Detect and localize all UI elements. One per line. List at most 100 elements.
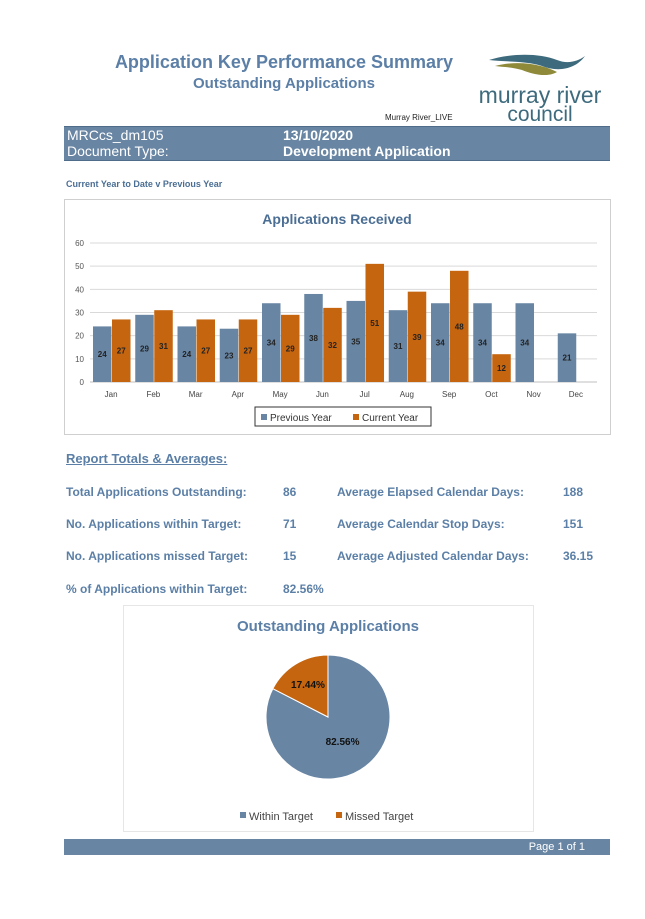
legend-label: Within Target	[249, 811, 313, 823]
page-subtitle: Outstanding Applications	[193, 75, 375, 92]
page-title: Application Key Performance Summary	[114, 52, 454, 72]
stat-value-within-target: 71	[283, 517, 297, 531]
legend-label: Previous Year	[270, 413, 332, 424]
logo-wave-olive	[495, 63, 557, 76]
bar-current-year	[196, 319, 215, 382]
legend-swatch	[240, 812, 246, 818]
y-tick-label: 0	[80, 378, 85, 387]
section-note: Current Year to Date v Previous Year	[66, 179, 223, 189]
bar-data-label: 48	[455, 322, 464, 331]
bar-current-year	[365, 263, 384, 382]
report-date: 13/10/2020	[283, 127, 354, 143]
pie-legend: Within Target Missed Target	[240, 811, 413, 823]
stat-value-avg-stop-days: 151	[563, 517, 584, 531]
x-tick-label: Mar	[189, 390, 203, 399]
legend-box	[254, 406, 432, 427]
environment-label: Murray River_LIVE	[385, 113, 453, 122]
applications-received-chart: Applications Received 0 10 20 30 40 50 60 24 27 J…	[64, 199, 611, 435]
x-tick-label: Jan	[105, 390, 118, 399]
bar-data-label: 27	[201, 347, 210, 356]
report-code: MRCcs_dm105	[67, 127, 164, 143]
bar-data-label: 27	[117, 347, 126, 356]
stat-label-percent-within-target: % of Applications within Target:	[66, 582, 248, 596]
x-tick-label: Jun	[316, 390, 329, 399]
bar-data-label: 39	[413, 333, 422, 342]
stat-value-missed-target: 15	[283, 549, 297, 563]
bar-data-label: 31	[394, 342, 403, 351]
bar-previous-year	[135, 314, 154, 382]
x-tick-label: Feb	[146, 390, 160, 399]
pie-title: Outstanding Applications	[237, 618, 419, 635]
x-tick-label: Apr	[232, 390, 245, 399]
legend-swatch	[353, 414, 359, 420]
bar-data-label: 32	[328, 341, 337, 350]
bar-current-year	[112, 319, 131, 382]
bar-previous-year	[304, 293, 323, 382]
stat-label-avg-adjusted-days: Average Adjusted Calendar Days:	[337, 549, 529, 563]
bar-data-label: 24	[98, 350, 107, 359]
stat-label-avg-elapsed-days: Average Elapsed Calendar Days:	[337, 485, 524, 499]
x-tick-label: Dec	[569, 390, 583, 399]
bar-data-label: 34	[267, 339, 276, 348]
bar-data-label: 29	[286, 344, 295, 353]
bar-data-label: 51	[370, 319, 379, 328]
logo-text-murray-river: murray river	[478, 82, 602, 108]
stat-value-avg-adjusted-days: 36.15	[563, 549, 594, 563]
y-tick-label: 30	[75, 309, 84, 318]
logo-text-council: council	[507, 103, 573, 126]
stat-label-avg-stop-days: Average Calendar Stop Days:	[337, 517, 505, 531]
bar-data-label: 34	[478, 339, 487, 348]
bar-current-year	[407, 291, 427, 382]
y-tick-label: 10	[75, 355, 84, 364]
page-number: Page 1 of 1	[528, 841, 585, 853]
stat-label-total-outstanding: Total Applications Outstanding:	[66, 485, 247, 499]
legend-swatch	[261, 414, 267, 420]
pie-slice-missed-target	[272, 654, 329, 718]
bar-data-label: 35	[351, 337, 360, 346]
x-tick-label: Sep	[442, 390, 457, 399]
bar-data-label: 21	[563, 354, 572, 363]
bar-previous-year	[557, 333, 577, 382]
bar-previous-year	[473, 303, 492, 382]
bar-data-label: 24	[182, 350, 191, 359]
council-logo-graphic	[489, 54, 585, 76]
x-tick-label: Aug	[400, 390, 414, 399]
stat-value-avg-elapsed-days: 188	[563, 485, 584, 499]
bar-previous-year	[515, 303, 534, 382]
bar-previous-year	[93, 326, 112, 382]
bar-data-label: 29	[140, 344, 149, 353]
x-tick-label: Oct	[485, 390, 498, 399]
logo-wave-dark	[489, 54, 585, 70]
legend-swatch	[336, 812, 342, 818]
footer-bar: Page 1 of 1	[64, 839, 610, 855]
document-type-value: Development Application	[283, 143, 451, 159]
chart-legend: Previous Year Current Year	[254, 406, 432, 427]
x-tick-label: Nov	[527, 390, 541, 399]
bar-current-year	[492, 354, 511, 382]
bar-previous-year	[219, 328, 239, 382]
bar-data-label: 31	[159, 342, 168, 351]
bar-current-year	[323, 307, 342, 382]
chart-title: Applications Received	[262, 211, 411, 227]
stat-label-within-target: No. Applications within Target:	[66, 517, 242, 531]
bar-data-label: 12	[497, 364, 506, 373]
stat-label-missed-target: No. Applications missed Target:	[66, 549, 249, 563]
info-bar-row-1: MRCcs_dm105 13/10/2020	[64, 126, 610, 144]
x-tick-label: May	[273, 390, 288, 399]
bar-current-year	[238, 319, 258, 382]
bar-current-year	[154, 310, 173, 382]
bar-data-label: 34	[520, 339, 529, 348]
bar-data-label: 23	[225, 351, 234, 360]
report-heading: Report Totals & Averages:	[66, 451, 228, 466]
bar-previous-year	[346, 300, 365, 382]
document-type-label: Document Type:	[67, 143, 169, 159]
bar-data-label: 27	[244, 347, 253, 356]
bar-data-label: 38	[309, 334, 318, 343]
bar-previous-year	[262, 303, 281, 382]
bar-previous-year	[388, 310, 408, 382]
legend-label: Missed Target	[345, 811, 413, 823]
y-tick-label: 20	[75, 332, 84, 341]
bar-current-year	[450, 270, 469, 382]
x-tick-label: Jul	[360, 390, 370, 399]
bar-previous-year	[177, 326, 196, 382]
